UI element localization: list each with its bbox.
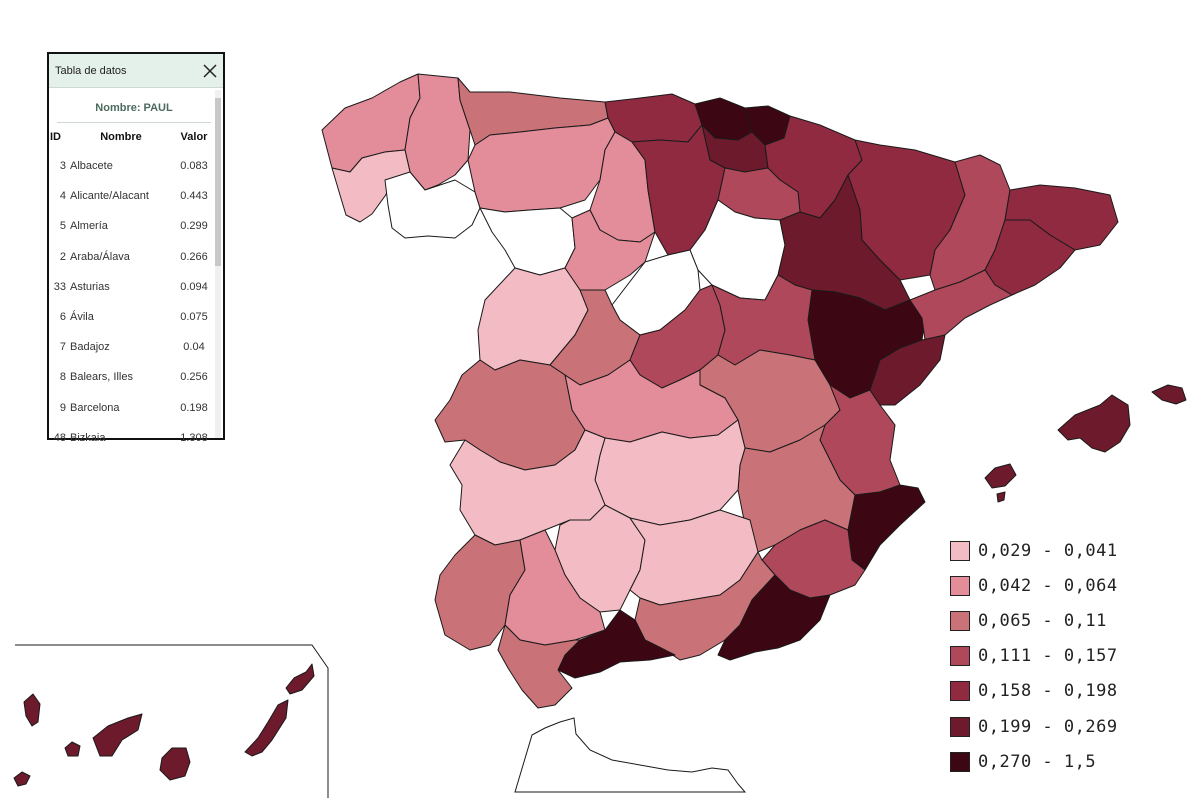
province-ibiza[interactable] <box>984 463 1017 489</box>
island-fuerteventura[interactable] <box>244 699 289 757</box>
table-row[interactable]: 33 Asturias 0.094 <box>49 272 215 302</box>
legend-item: 0,270 - 1,5 <box>950 744 1118 779</box>
legend-label: 0,029 - 0,041 <box>978 540 1118 561</box>
legend-swatch <box>950 575 970 596</box>
table-cell-value: 0.299 <box>180 220 208 233</box>
table-row[interactable]: 8 Balears, Illes 0.256 <box>49 362 215 392</box>
table-cell-value: 0.075 <box>180 311 208 324</box>
map-legend: 0,029 - 0,041 0,042 - 0,064 0,065 - 0,11 0,… <box>950 533 1118 779</box>
province-mallorca[interactable] <box>1057 394 1131 453</box>
table-row[interactable]: 9 Barcelona 0.198 <box>49 393 215 423</box>
table-body: 3 Albacete 0.083 4 Alicante/Alacant 0.443 5 Alm… <box>49 151 215 453</box>
province-ourense[interactable] <box>384 171 481 239</box>
legend-label: 0,158 - 0,198 <box>978 681 1118 702</box>
table-cell-id: 7 <box>59 341 66 354</box>
island-la-gomera[interactable] <box>64 741 81 757</box>
table-cell-id: 5 <box>59 220 66 233</box>
island-el-hierro[interactable] <box>13 771 31 787</box>
legend-label: 0,199 - 0,269 <box>978 716 1118 737</box>
table-cell-id: 33 <box>53 280 66 293</box>
legend-swatch <box>950 646 970 667</box>
table-cell-value: 0.04 <box>183 341 205 354</box>
island-tenerife[interactable] <box>92 713 143 757</box>
table-scrollbar[interactable] <box>215 90 221 438</box>
legend-label: 0,111 - 0,157 <box>978 646 1118 667</box>
legend-swatch <box>950 716 970 737</box>
island-gran-canaria[interactable] <box>159 747 191 781</box>
table-cell-value: 1.308 <box>180 431 208 444</box>
scrollbar-thumb[interactable] <box>215 98 221 266</box>
province-sevilla[interactable] <box>504 529 606 646</box>
table-cell-name: Asturias <box>70 280 110 293</box>
table-cell-id: 48 <box>53 431 66 444</box>
legend-label: 0,065 - 0,11 <box>978 610 1107 631</box>
table-cell-id: 8 <box>59 371 66 384</box>
province-castellon[interactable] <box>869 334 946 406</box>
panel-header: Tabla de datos <box>49 54 223 88</box>
province-cadiz[interactable] <box>497 624 581 709</box>
table-row[interactable]: 5 Almería 0.299 <box>49 211 215 241</box>
column-header-id[interactable]: ID <box>50 131 61 143</box>
table-cell-name: Araba/Álava <box>70 250 130 263</box>
province-alicante[interactable] <box>847 484 926 571</box>
table-cell-name: Balears, Illes <box>70 371 133 384</box>
province-tarragona[interactable] <box>909 269 1013 341</box>
table-cell-name: Barcelona <box>70 401 120 414</box>
province-menorca[interactable] <box>1151 384 1187 405</box>
panel-title: Tabla de datos <box>55 64 127 77</box>
province-almeria[interactable] <box>717 574 831 661</box>
table-cell-value: 0.266 <box>180 250 208 263</box>
table-cell-name: Almería <box>70 220 108 233</box>
table-row[interactable]: 2 Araba/Álava 0.266 <box>49 242 215 272</box>
table-row[interactable]: 4 Alicante/Alacant 0.443 <box>49 181 215 211</box>
legend-swatch <box>950 540 970 561</box>
table-cell-name: Badajoz <box>70 341 110 354</box>
legend-label: 0,270 - 1,5 <box>978 751 1097 772</box>
table-row[interactable]: 6 Ávila 0.075 <box>49 302 215 332</box>
legend-swatch <box>950 681 970 702</box>
legend-swatch <box>950 610 970 631</box>
close-icon[interactable] <box>201 62 219 80</box>
legend-item: 0,029 - 0,041 <box>950 533 1118 568</box>
island-lanzarote[interactable] <box>285 663 315 695</box>
table-cell-value: 0.443 <box>180 190 208 203</box>
table-cell-id: 2 <box>59 250 66 263</box>
canary-inset-border <box>15 644 329 798</box>
data-table: ID Nombre Valor 3 Albacete 0.083 4 Alicante/… <box>49 123 215 453</box>
table-cell-value: 0.256 <box>180 371 208 384</box>
table-cell-id: 3 <box>59 160 66 173</box>
table-cell-id: 9 <box>59 401 66 414</box>
panel-subtitle: Nombre: PAUL <box>57 102 211 123</box>
table-cell-name: Alicante/Alacant <box>70 190 149 203</box>
table-cell-value: 0.198 <box>180 401 208 414</box>
legend-item: 0,111 - 0,157 <box>950 639 1118 674</box>
table-cell-value: 0.083 <box>180 160 208 173</box>
column-header-value[interactable]: Valor <box>180 131 208 143</box>
column-header-name[interactable]: Nombre <box>100 131 142 143</box>
north-africa-outline <box>514 717 747 793</box>
province-malaga[interactable] <box>557 609 676 679</box>
table-row[interactable]: 3 Albacete 0.083 <box>49 151 215 181</box>
table-cell-name: Albacete <box>70 160 113 173</box>
legend-item: 0,042 - 0,064 <box>950 568 1118 603</box>
legend-item: 0,065 - 0,11 <box>950 603 1118 638</box>
legend-item: 0,158 - 0,198 <box>950 674 1118 709</box>
table-cell-id: 4 <box>59 190 66 203</box>
province-barcelona[interactable] <box>984 219 1076 296</box>
island-la-palma[interactable] <box>23 693 41 727</box>
province-formentera[interactable] <box>996 491 1006 503</box>
table-header-row: ID Nombre Valor <box>49 123 215 151</box>
table-cell-id: 6 <box>59 311 66 324</box>
table-cell-name: Bizkaia <box>70 431 106 444</box>
legend-item: 0,199 - 0,269 <box>950 709 1118 744</box>
table-row[interactable]: 48 Bizkaia 1.308 <box>49 423 215 453</box>
table-cell-name: Ávila <box>70 311 94 324</box>
legend-swatch <box>950 751 970 772</box>
table-row[interactable]: 7 Badajoz 0.04 <box>49 332 215 362</box>
legend-label: 0,042 - 0,064 <box>978 575 1118 596</box>
province-zamora[interactable] <box>479 207 576 276</box>
data-table-panel: Tabla de datos Nombre: PAUL ID Nombre Va… <box>47 52 225 444</box>
table-cell-value: 0.094 <box>180 280 208 293</box>
